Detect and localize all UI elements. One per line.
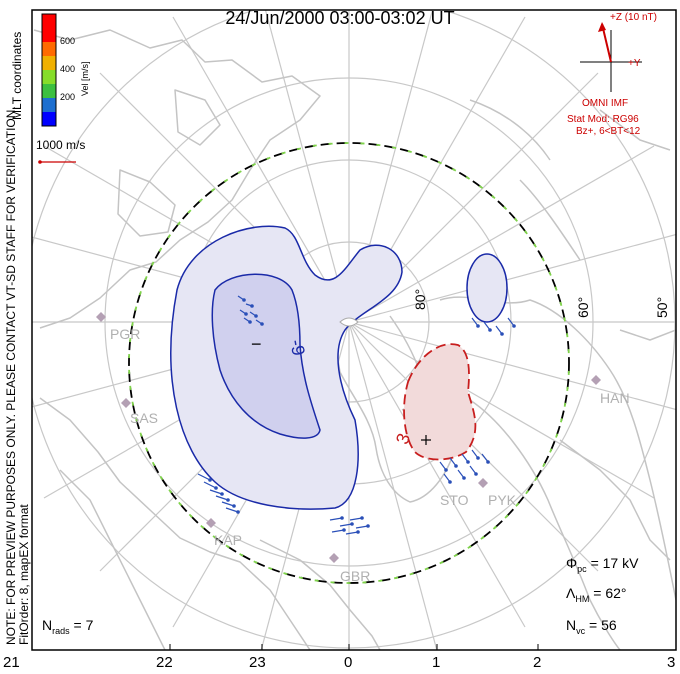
mlt-tick-2: 2	[533, 654, 542, 671]
vector-scale-bar	[38, 160, 76, 164]
lat-label-80: 80°	[412, 288, 428, 310]
station-sas: SAS	[130, 410, 159, 426]
colorbar-tick-600: 600	[60, 36, 76, 46]
mlt-tick-22: 22	[156, 654, 173, 671]
preview-note: NOTE: FOR PREVIEW PURPOSES ONLY. PLEASE …	[4, 106, 18, 645]
phi-pc-readout: Φpc = 17 kV	[566, 555, 639, 574]
mlt-tick-3: 3	[667, 654, 676, 671]
station-gbr: GBR	[340, 568, 371, 584]
hm-boundary-markers	[128, 142, 570, 584]
imf-source: OMNI IMF	[582, 98, 629, 109]
colorbar-swatch-4	[42, 70, 56, 84]
colorbar-swatch-6	[42, 42, 56, 56]
imf-dial	[580, 22, 642, 92]
lat-label-60: 60°	[575, 296, 591, 318]
colorbar-swatch-5	[42, 56, 56, 70]
negative-cell-inner	[211, 273, 321, 439]
mlt-tick-23: 23	[249, 654, 266, 671]
cell-centres	[421, 435, 431, 445]
colorbar-swatch-2	[42, 98, 56, 112]
pole-marker	[339, 317, 359, 327]
lambda-hm-readout: ΛHM = 62°	[566, 585, 627, 604]
radar-markers	[96, 312, 601, 563]
station-sto: STO	[440, 492, 469, 508]
mlt-tick-1: 1	[432, 654, 441, 671]
station-han: HAN	[600, 390, 630, 406]
colorbar-tick-400: 400	[60, 64, 76, 74]
colorbar-tick-200: 200	[60, 92, 76, 102]
station-kap: KAP	[214, 532, 243, 548]
coordinate-note: MLT coordinates	[10, 31, 24, 120]
mlt-tick-0: 0	[344, 654, 353, 671]
station-pyk: PYK	[488, 492, 517, 508]
vector-cluster-kap	[197, 473, 239, 513]
fit-order-note: FitOrder: 8, mapEX format	[17, 504, 31, 645]
vector-scale-label: 1000 m/s	[36, 138, 86, 152]
imf-z-label: +Z (10 nT)	[610, 12, 657, 23]
nvc-readout: Nvc = 56	[566, 617, 617, 636]
imf-y-label: +Y	[628, 58, 641, 69]
negative-cell-centre: −	[251, 334, 262, 354]
map-title: 24/Jun/2000 03:00-03:02 UT	[225, 8, 455, 28]
mlt-tick-21: 21	[3, 654, 20, 671]
vector-origins	[208, 298, 516, 534]
colorbar-swatch-7	[42, 14, 56, 42]
dawn-negative-cell	[466, 253, 508, 323]
nrads-readout: Nrads = 7	[42, 617, 94, 636]
stat-model-line1: Stat Mod: RG96	[567, 114, 639, 125]
positive-cell	[403, 343, 477, 461]
colorbar	[41, 13, 57, 127]
vector-cluster-gbr	[329, 517, 369, 535]
colorbar-swatch-3	[42, 84, 56, 98]
colorbar-swatch-1	[42, 112, 56, 126]
colorbar-title: Vel [m/s]	[80, 61, 90, 96]
stat-model-line2: Bz+, 6<BT<12	[576, 126, 641, 137]
lat-label-50: 50°	[654, 296, 670, 318]
map-frame	[31, 9, 677, 651]
mlt-axis-ticks	[31, 644, 677, 650]
station-pgr: PGR	[110, 326, 141, 342]
